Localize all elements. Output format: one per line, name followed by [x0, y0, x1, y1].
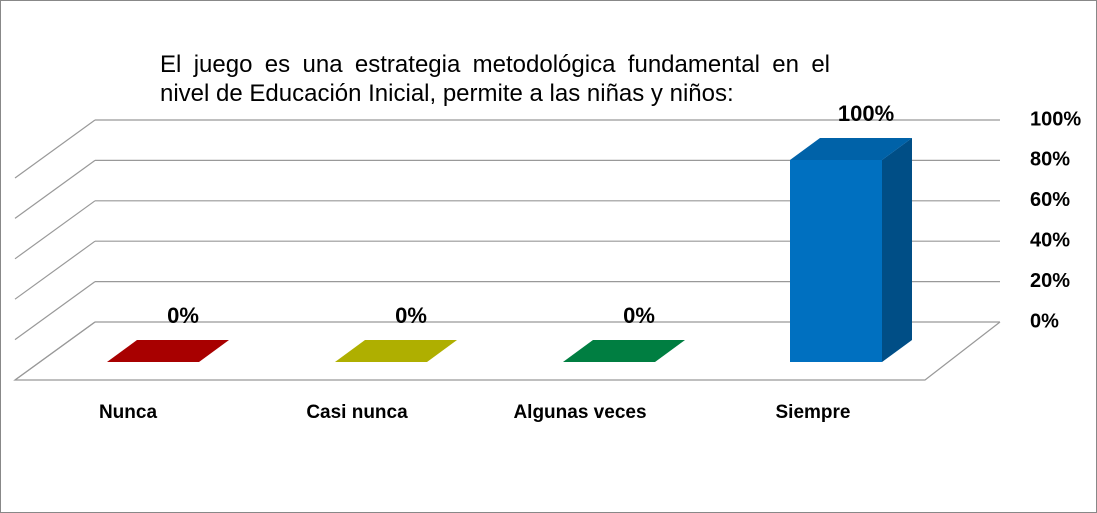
x-tick-label: Siempre [776, 402, 851, 423]
y-tick-label: 100% [1030, 108, 1081, 130]
grid-line-side [14, 281, 96, 341]
chart-title: El juego es una estrategia metodológica … [160, 51, 830, 107]
y-tick-label: 60% [1030, 189, 1070, 211]
data-label: 100% [838, 101, 894, 126]
bar-side [882, 138, 912, 362]
grid-line-side [14, 200, 96, 260]
grid-line-side [14, 119, 96, 179]
grid-line-side [14, 159, 96, 219]
bar-top-shade [790, 138, 912, 160]
bar-top [107, 340, 229, 362]
bar-front [790, 160, 882, 362]
data-label: 0% [395, 303, 427, 328]
x-tick-label: Algunas veces [513, 402, 646, 423]
data-label: 0% [623, 303, 655, 328]
y-tick-label: 80% [1030, 149, 1070, 171]
grid-line-side [14, 321, 96, 381]
bar-top-shade [563, 340, 685, 362]
y-tick-label: 0% [1030, 310, 1059, 332]
y-tick-label: 20% [1030, 270, 1070, 292]
bar-side-shade [882, 138, 912, 362]
data-label: 0% [167, 303, 199, 328]
grid-line-side [14, 240, 96, 300]
x-tick-label: Casi nunca [306, 402, 408, 423]
bar-top-shade [107, 340, 229, 362]
x-tick-label: Nunca [99, 402, 158, 423]
bar-top [335, 340, 457, 362]
bar-top [563, 340, 685, 362]
bar-top [790, 138, 912, 160]
bar-top-shade [335, 340, 457, 362]
y-tick-label: 40% [1030, 229, 1070, 251]
